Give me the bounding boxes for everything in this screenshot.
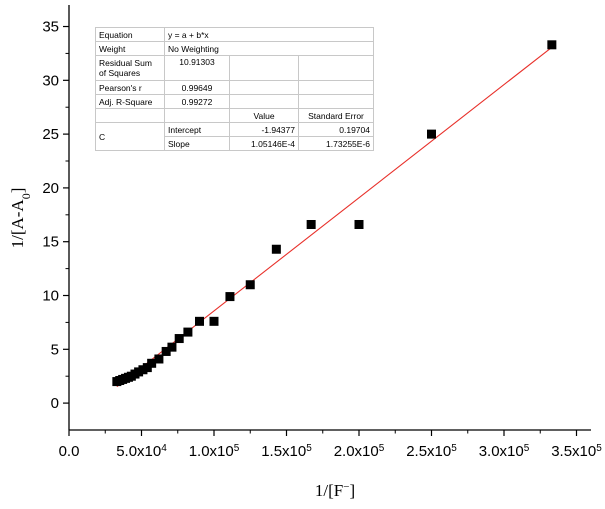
data-point — [195, 316, 204, 326]
stats-param-error: 1.73255E-6 — [298, 136, 374, 151]
stats-value: 0.99649 — [164, 80, 230, 95]
data-point — [547, 40, 557, 50]
x-axis-title: 1/[F−] — [315, 481, 355, 500]
stats-value: 0.99272 — [164, 94, 230, 109]
axes — [63, 5, 591, 436]
y-axis-title: 1/[A-A0] — [8, 188, 33, 249]
data-point — [183, 327, 193, 337]
y-tick-label: 15 — [42, 234, 59, 251]
x-tick-label: 2.0x105 — [334, 443, 385, 461]
data-point — [306, 219, 316, 229]
tick-labels: 0.0 5.0x104 1.0x105 1.5x105 2.0x105 2.5x105 3.… — [42, 19, 602, 460]
y-tick-label: 20 — [42, 180, 59, 197]
y-tick-label: 25 — [42, 126, 59, 143]
y-tick-label: 35 — [42, 19, 59, 36]
stats-label: Adj. R-Square — [95, 94, 165, 109]
y-tick-label: 10 — [42, 288, 59, 305]
data-point — [167, 342, 177, 352]
data-points — [112, 40, 557, 387]
stats-value: 10.91303 — [164, 55, 230, 81]
data-point — [427, 129, 436, 139]
data-point — [354, 219, 364, 229]
x-tick-label: 3.5x105 — [551, 443, 602, 461]
stats-param-error: 0.19704 — [298, 122, 374, 137]
x-tick-label: 5.0x104 — [116, 443, 167, 461]
y-tick-label: 5 — [51, 341, 59, 358]
data-point — [154, 354, 164, 364]
x-tick-label: 0.0 — [59, 443, 80, 460]
stats-param-value: 1.05146E-4 — [229, 136, 299, 151]
stats-header-value: Value — [229, 108, 299, 123]
stats-label: Equation — [95, 27, 165, 42]
data-point — [245, 280, 255, 290]
stats-param-name: Slope — [164, 136, 230, 151]
stats-param-group: C — [95, 122, 165, 151]
data-point — [209, 316, 219, 326]
stats-value: y = a + b*x — [164, 27, 374, 42]
stats-param-value: -1.94377 — [229, 122, 299, 137]
x-tick-label: 1.0x105 — [189, 443, 240, 461]
stats-param-name: Intercept — [164, 122, 230, 137]
x-tick-label: 2.5x105 — [406, 443, 457, 461]
data-point — [271, 244, 281, 254]
data-point — [147, 358, 157, 368]
y-tick-label: 30 — [42, 72, 59, 89]
x-tick-label: 1.5x105 — [261, 443, 312, 461]
stats-label: Residual Sum of Squares — [95, 55, 165, 81]
data-point — [161, 346, 171, 356]
stats-value: No Weighting — [164, 41, 374, 56]
x-tick-label: 3.0x105 — [479, 443, 530, 461]
stats-label: Pearson's r — [95, 80, 165, 95]
data-point — [174, 334, 184, 344]
fit-statistics-table: Equation y = a + b*x Weight No Weighting… — [95, 27, 374, 151]
y-tick-label: 0 — [51, 395, 59, 412]
stats-header-error: Standard Error — [298, 108, 374, 123]
stats-label: Weight — [95, 41, 165, 56]
data-point — [225, 292, 235, 302]
